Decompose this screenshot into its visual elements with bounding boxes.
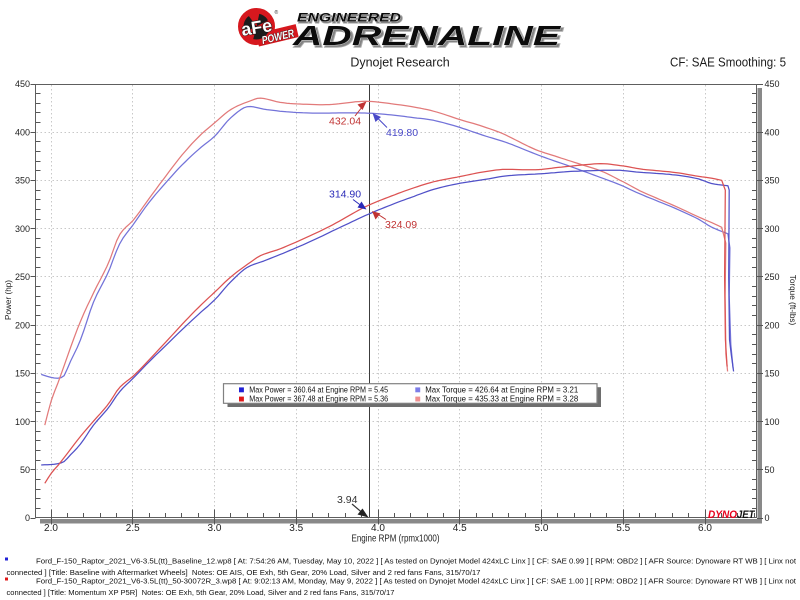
svg-text:Max Torque = 426.64 at Engine: Max Torque = 426.64 at Engine RPM = 3.21	[425, 384, 578, 394]
svg-text:350: 350	[15, 176, 30, 186]
svg-text:400: 400	[15, 127, 30, 137]
svg-text:connected ] [Title: Momentum X: connected ] [Title: Momentum XP P5R] Not…	[7, 588, 395, 597]
svg-text:250: 250	[765, 272, 780, 282]
svg-text:ADRENALINE: ADRENALINE	[292, 20, 563, 51]
svg-text:450: 450	[765, 79, 780, 89]
svg-text:connected ] [Title: Baseline w: connected ] [Title: Baseline with Afterm…	[7, 568, 481, 577]
svg-text:Torque (ft-lbs): Torque (ft-lbs)	[788, 275, 797, 326]
svg-text:CF: SAE Smoothing: 5: CF: SAE Smoothing: 5	[670, 56, 786, 70]
svg-text:ENGINEERED: ENGINEERED	[297, 11, 401, 25]
svg-text:Power (hp): Power (hp)	[4, 280, 13, 320]
svg-text:300: 300	[15, 224, 30, 234]
svg-text:400: 400	[765, 127, 780, 137]
svg-text:5.5: 5.5	[616, 523, 630, 534]
svg-text:JET: JET	[737, 509, 756, 521]
svg-text:100: 100	[15, 417, 30, 427]
svg-text:Max Power = 360.64 at Engine R: Max Power = 360.64 at Engine RPM = 5.45	[249, 384, 388, 394]
svg-text:3.94: 3.94	[337, 494, 358, 506]
svg-text:ENGINEERED: ENGINEERED	[299, 12, 403, 26]
svg-text:Max Torque = 435.33 at Engine: Max Torque = 435.33 at Engine RPM = 3.28	[425, 394, 578, 404]
svg-text:100: 100	[765, 417, 780, 427]
svg-text:450: 450	[15, 79, 30, 89]
svg-text:Engine RPM (rpmx1000): Engine RPM (rpmx1000)	[352, 534, 440, 545]
svg-text:419.80: 419.80	[386, 127, 418, 139]
svg-text:2.0: 2.0	[44, 523, 58, 534]
svg-text:4.0: 4.0	[371, 523, 385, 534]
svg-text:314.90: 314.90	[329, 189, 361, 201]
svg-text:50: 50	[765, 465, 775, 475]
svg-text:200: 200	[765, 320, 780, 330]
svg-text:0: 0	[765, 513, 770, 523]
svg-text:®: ®	[275, 9, 279, 16]
svg-text:Dynojet Research: Dynojet Research	[350, 56, 449, 70]
svg-text:Ford_F-150_Raptor_2021_V6-3.5L: Ford_F-150_Raptor_2021_V6-3.5L(tt)_Basel…	[36, 557, 796, 566]
svg-text:350: 350	[765, 176, 780, 186]
svg-text:200: 200	[15, 320, 30, 330]
svg-text:Ford_F-150_Raptor_2021_V6-3.5L: Ford_F-150_Raptor_2021_V6-3.5L(tt)_50-30…	[36, 577, 796, 586]
svg-text:3.0: 3.0	[208, 523, 222, 534]
svg-text:DYNO: DYNO	[708, 509, 737, 521]
svg-text:5.0: 5.0	[535, 523, 549, 534]
svg-text:0: 0	[25, 513, 30, 523]
svg-text:150: 150	[765, 369, 780, 379]
svg-text:Max Power = 367.48 at Engine R: Max Power = 367.48 at Engine RPM = 5.36	[249, 394, 388, 404]
svg-text:300: 300	[765, 224, 780, 234]
svg-text:4.5: 4.5	[453, 523, 467, 534]
svg-text:3.5: 3.5	[289, 523, 303, 534]
svg-text:432.04: 432.04	[329, 116, 361, 128]
svg-text:ADRENALINE: ADRENALINE	[294, 22, 565, 53]
svg-text:6.0: 6.0	[698, 523, 712, 534]
svg-text:2.5: 2.5	[126, 523, 140, 534]
svg-text:324.09: 324.09	[385, 219, 417, 231]
svg-text:150: 150	[15, 369, 30, 379]
svg-text:250: 250	[15, 272, 30, 282]
svg-text:50: 50	[20, 465, 30, 475]
